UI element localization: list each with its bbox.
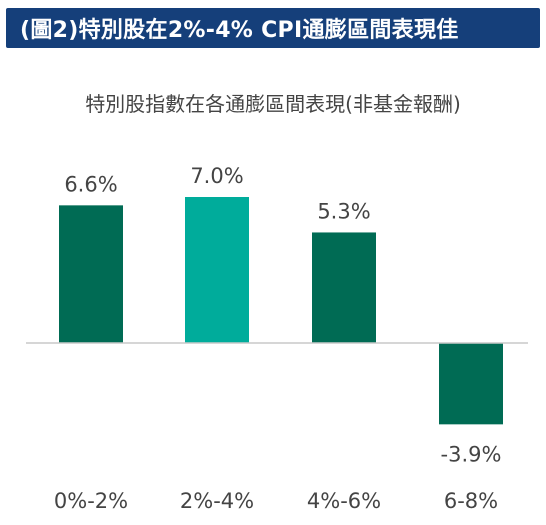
category-label: 0%-2% [54,489,128,513]
chart-title: 特別股指數在各通膨區間表現(非基金報酬) [85,92,461,116]
category-label: 4%-6% [307,489,381,513]
value-label: 5.3% [317,199,370,223]
bar-2%-4% [185,197,249,343]
value-label: 6.6% [64,172,117,196]
bar-4%-6% [312,232,376,343]
category-label: 6-8% [444,489,498,513]
banner-title: (圖2)特別股在2%-4% CPI通膨區間表現佳 [20,18,459,43]
category-label: 2%-4% [180,489,254,513]
value-label: 7.0% [190,164,243,188]
value-label: -3.9% [441,442,502,466]
title-banner: (圖2)特別股在2%-4% CPI通膨區間表現佳 [6,8,540,48]
bar-6-8% [439,343,503,425]
bar-0%-2% [59,205,123,343]
